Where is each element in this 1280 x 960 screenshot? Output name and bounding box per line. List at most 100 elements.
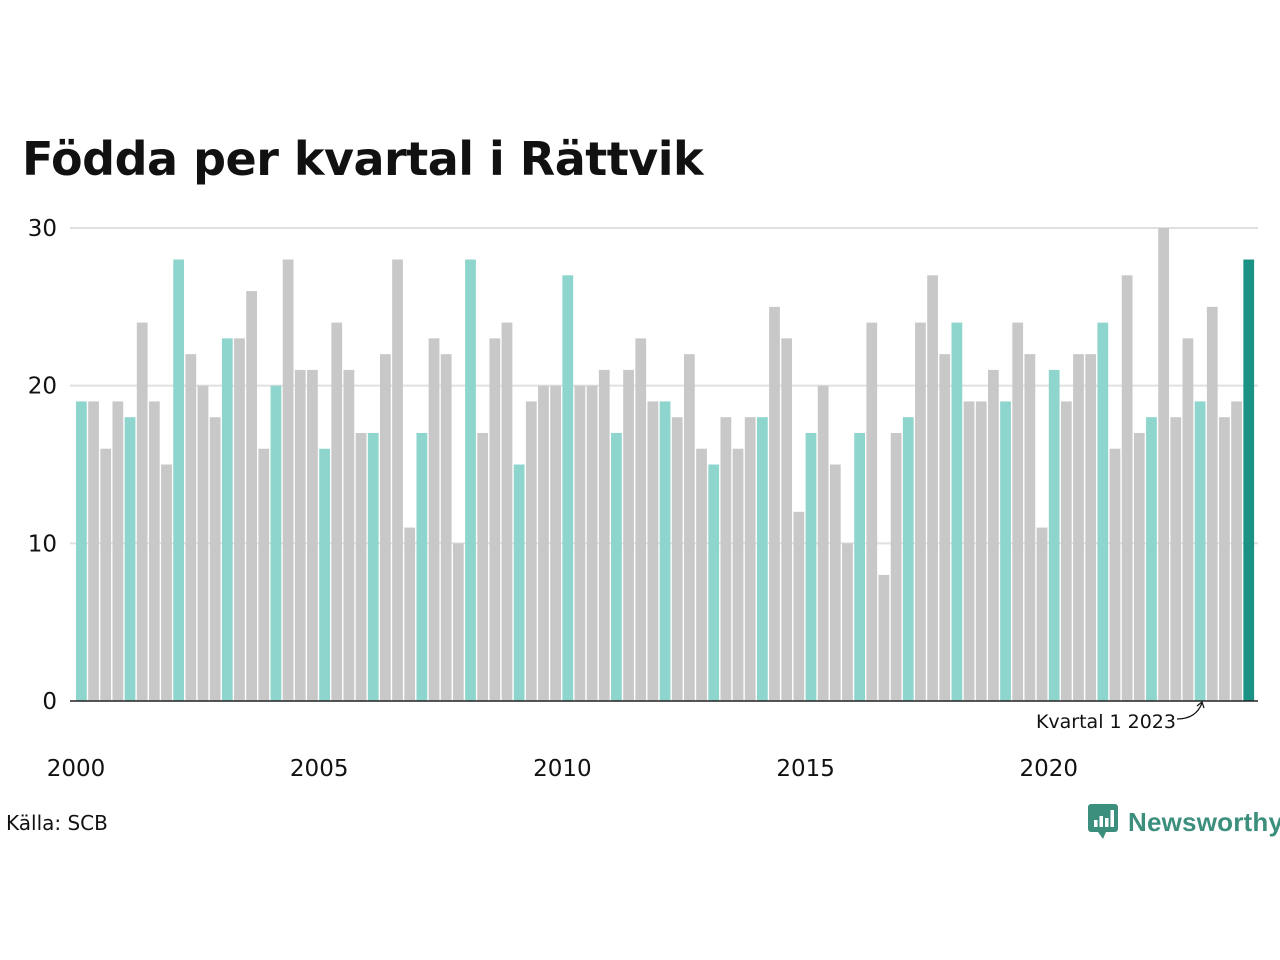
bar — [781, 338, 793, 701]
bar — [209, 417, 221, 701]
bar — [598, 369, 610, 701]
bar — [611, 432, 622, 701]
bar — [671, 417, 683, 701]
bar — [258, 448, 270, 701]
bar — [1048, 369, 1060, 701]
source-note: Källa: SCB — [6, 811, 108, 835]
bar — [148, 401, 160, 701]
annotation-label: Kvartal 1 2023 — [1036, 711, 1176, 733]
bar — [708, 464, 720, 701]
bar — [988, 369, 999, 701]
bar — [76, 401, 87, 701]
bar — [623, 369, 634, 701]
bar — [927, 275, 938, 701]
bar — [1085, 354, 1097, 701]
bar — [416, 432, 428, 701]
bar — [100, 448, 112, 701]
bar — [1206, 306, 1218, 701]
bar — [866, 322, 878, 701]
brand-name: Newsworthy — [1128, 806, 1280, 837]
bar — [88, 401, 99, 701]
bar — [221, 338, 233, 701]
bar — [769, 306, 780, 701]
bar — [1158, 228, 1169, 701]
bar — [659, 401, 671, 701]
bar — [1231, 401, 1242, 701]
bar-highlight — [1243, 259, 1255, 701]
bar — [452, 543, 464, 701]
bar — [1121, 275, 1133, 701]
bar — [355, 432, 367, 701]
bar — [1060, 401, 1072, 701]
bar — [124, 417, 136, 701]
bar — [586, 385, 598, 701]
annotation-arrow — [1176, 702, 1203, 720]
bar — [696, 448, 707, 701]
bar — [647, 401, 659, 701]
bar — [440, 354, 452, 701]
bar — [720, 417, 732, 701]
bar — [307, 369, 318, 701]
bar — [331, 322, 343, 701]
bar — [1012, 322, 1024, 701]
bar — [538, 385, 549, 701]
bar — [1219, 417, 1230, 701]
bar — [854, 432, 865, 701]
bar — [294, 369, 306, 701]
bar — [550, 385, 561, 701]
bar — [1109, 448, 1121, 701]
bar — [756, 417, 768, 701]
annotation: Kvartal 1 2023 — [1036, 700, 1205, 733]
x-tick-label: 2005 — [290, 756, 349, 782]
x-tick-label: 2020 — [1020, 756, 1079, 782]
bar — [915, 322, 926, 701]
bar — [173, 259, 185, 701]
bar — [817, 385, 829, 701]
bar — [574, 385, 586, 701]
bar — [197, 385, 209, 701]
y-tick-label: 0 — [42, 689, 57, 715]
bar — [1182, 338, 1194, 701]
bar — [270, 385, 282, 701]
bar — [1036, 527, 1048, 701]
bar — [562, 275, 574, 701]
bar-chart: 0 10 20 30 2000 2005 2010 2015 2020 Kvartal 1 2… — [28, 216, 1258, 782]
x-tick-label: 2000 — [47, 756, 106, 782]
bar — [1024, 354, 1036, 701]
bar — [477, 432, 489, 701]
bar — [744, 417, 756, 701]
annotation-arrowhead — [1196, 700, 1205, 709]
bars — [76, 228, 1255, 701]
bar — [1194, 401, 1206, 701]
chart-title: Födda per kvartal i Rättvik — [22, 132, 704, 186]
bar — [1133, 432, 1145, 701]
bar — [975, 401, 987, 701]
bar — [525, 401, 537, 701]
bar — [1073, 354, 1084, 701]
bar — [185, 354, 197, 701]
bar — [805, 432, 817, 701]
bar — [343, 369, 355, 701]
bar — [282, 259, 294, 701]
bar — [112, 401, 124, 701]
bar — [829, 464, 841, 701]
y-axis: 0 10 20 30 — [28, 216, 57, 715]
bar — [878, 574, 890, 701]
bar — [501, 322, 513, 701]
bar — [890, 432, 902, 701]
bar — [428, 338, 440, 701]
newsworthy-logo-icon — [1088, 804, 1118, 839]
bar — [404, 527, 416, 701]
bar — [367, 432, 379, 701]
x-tick-label: 2015 — [776, 756, 835, 782]
bar — [380, 354, 391, 701]
bar — [939, 354, 951, 701]
y-tick-label: 20 — [28, 374, 57, 400]
bar — [684, 354, 695, 701]
bar — [732, 448, 744, 701]
bar — [392, 259, 403, 701]
bar — [793, 511, 805, 701]
bar — [246, 291, 257, 701]
bar — [161, 464, 172, 701]
bar — [842, 543, 853, 701]
